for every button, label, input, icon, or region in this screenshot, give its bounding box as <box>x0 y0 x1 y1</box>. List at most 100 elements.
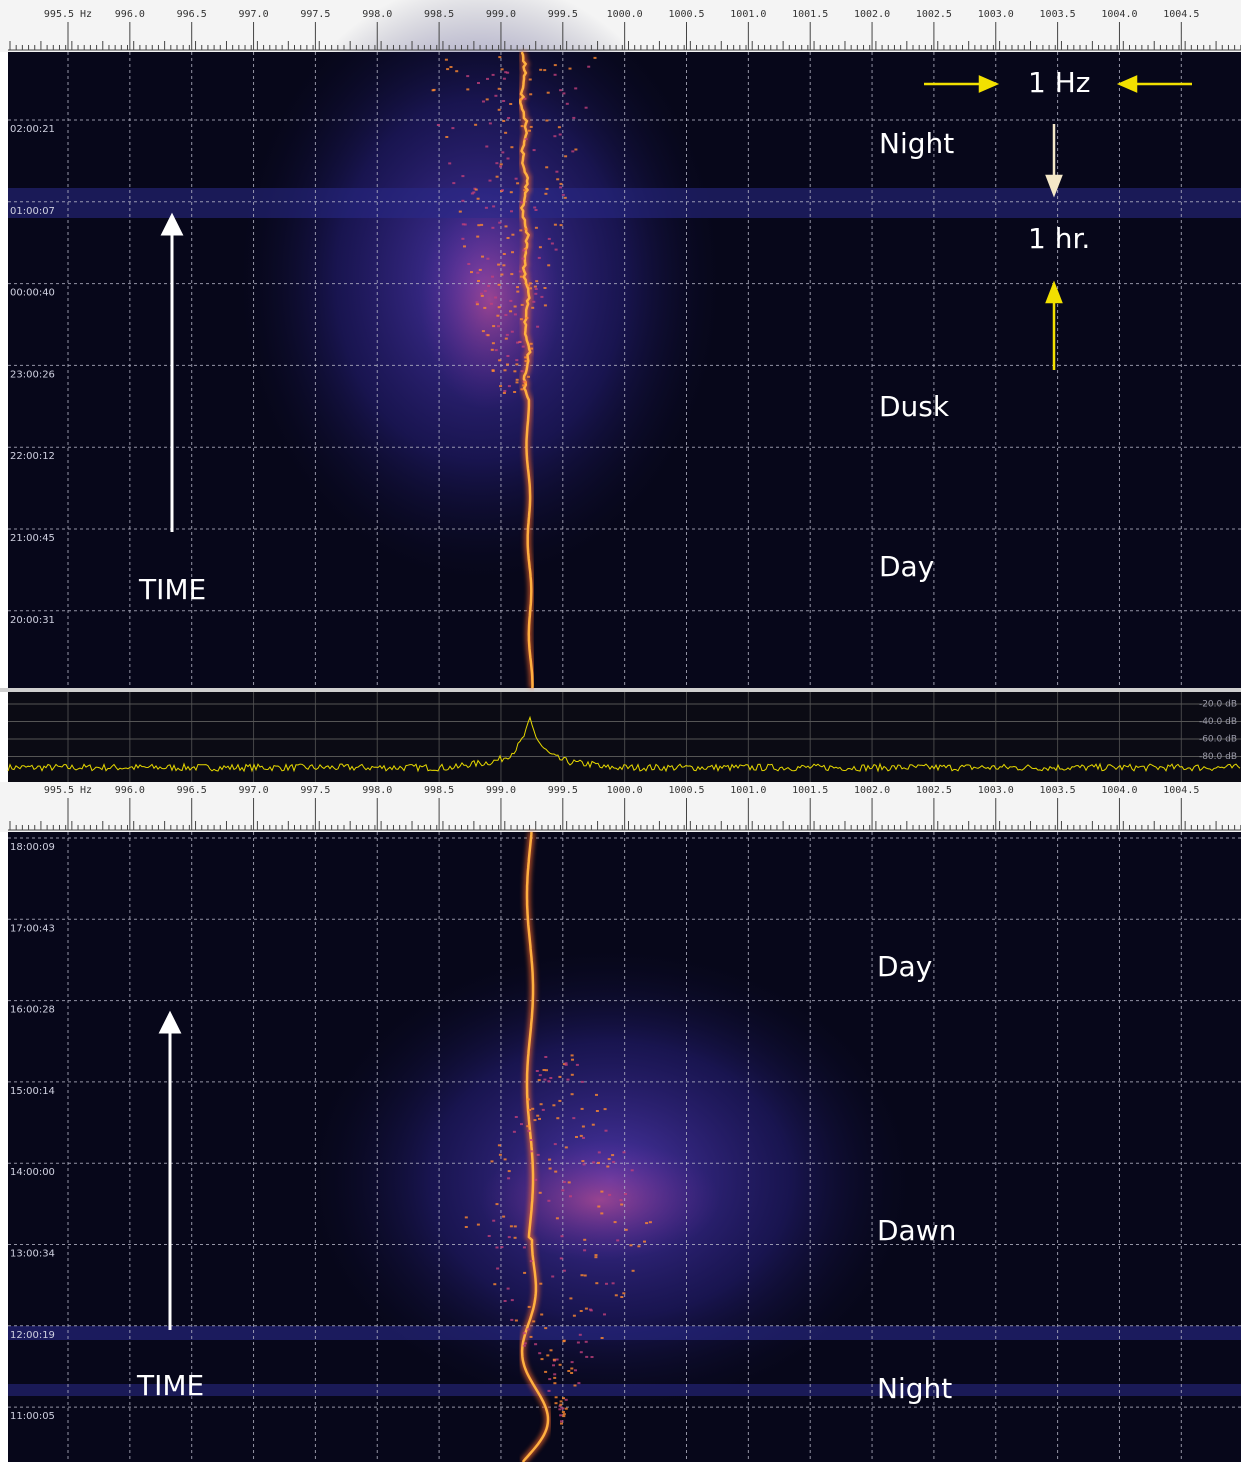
signal-speck <box>555 1217 559 1220</box>
signal-speck <box>525 316 529 319</box>
signal-speck <box>546 91 550 94</box>
signal-speck <box>557 126 561 129</box>
signal-speck <box>542 1069 546 1071</box>
signal-speck <box>561 1407 565 1410</box>
label-day: Day <box>879 550 934 583</box>
signal-speck <box>553 1143 557 1146</box>
signal-speck <box>552 1104 556 1107</box>
signal-speck <box>536 325 540 328</box>
signal-speck <box>562 92 566 95</box>
signal-speck <box>519 318 523 321</box>
signal-speck <box>544 1327 548 1330</box>
signal-speck <box>574 87 578 90</box>
signal-speck <box>624 1193 627 1195</box>
signal-speck <box>481 330 485 333</box>
signal-speck <box>575 1063 579 1066</box>
signal-speck <box>506 1287 510 1290</box>
signal-speck <box>579 1310 583 1312</box>
signal-speck <box>491 369 495 372</box>
signal-speck <box>553 64 557 67</box>
freq-label: 1002.0 <box>854 9 890 20</box>
signal-speck <box>506 363 509 366</box>
signal-speck <box>528 78 532 81</box>
signal-speck <box>514 1116 518 1118</box>
signal-speck <box>464 1216 468 1219</box>
signal-speck <box>498 221 502 224</box>
signal-speck <box>544 1370 548 1373</box>
signal-speck <box>507 385 511 388</box>
signal-speck <box>480 294 484 297</box>
signal-speck <box>503 1158 507 1161</box>
signal-speck <box>549 1349 553 1352</box>
signal-speck <box>561 1411 565 1413</box>
signal-speck <box>538 1074 542 1077</box>
time-label: 22:00:12 <box>10 451 55 462</box>
label-dusk: Dusk <box>879 390 950 423</box>
signal-speck <box>533 206 537 209</box>
signal-speck <box>444 58 448 61</box>
signal-speck <box>575 1136 578 1138</box>
time-label: 00:00:40 <box>10 288 55 299</box>
signal-speck <box>491 226 495 229</box>
signal-speck <box>551 1275 555 1278</box>
signal-speck <box>491 275 494 278</box>
signal-speck <box>603 1108 607 1111</box>
signal-speck <box>520 1123 523 1126</box>
signal-speck <box>562 1181 566 1183</box>
signal-speck <box>494 296 498 299</box>
signal-speck <box>591 1123 595 1126</box>
db-label: -80.0 dB <box>1199 752 1237 762</box>
signal-speck <box>584 1307 588 1310</box>
signal-speck <box>474 123 478 126</box>
signal-speck <box>498 56 502 59</box>
signal-speck <box>547 1199 551 1202</box>
signal-speck <box>561 1189 565 1192</box>
signal-speck <box>558 1408 562 1411</box>
signal-speck <box>613 1221 617 1224</box>
signal-speck <box>518 340 522 343</box>
freq-label: 998.5 <box>424 9 454 20</box>
signal-trace <box>519 51 534 689</box>
signal-speck <box>589 1309 593 1312</box>
signal-speck <box>593 56 597 59</box>
signal-speck <box>536 1153 540 1156</box>
signal-haze <box>420 190 560 410</box>
signal-speck <box>622 1151 626 1154</box>
freq-label: 1003.0 <box>978 9 1014 20</box>
signal-speck <box>553 1382 557 1385</box>
signal-speck <box>477 224 481 227</box>
signal-speck <box>492 325 496 328</box>
signal-speck <box>543 69 547 72</box>
signal-speck <box>520 303 524 306</box>
signal-speck <box>509 1225 513 1228</box>
signal-speck <box>560 1422 563 1425</box>
signal-speck <box>528 129 531 132</box>
freq-label: 1003.5 <box>1040 9 1076 20</box>
signal-speck <box>518 270 522 273</box>
freq-label: 1001.0 <box>730 9 766 20</box>
signal-speck <box>624 1228 628 1231</box>
time-label: 17:00:43 <box>10 923 55 934</box>
signal-speck <box>541 1108 545 1111</box>
signal-speck <box>534 292 538 295</box>
signal-speck <box>569 1297 573 1300</box>
signal-speck <box>544 192 548 195</box>
signal-speck <box>567 1181 571 1184</box>
signal-speck <box>555 1358 559 1361</box>
signal-speck <box>510 146 514 149</box>
signal-speck <box>502 1215 506 1218</box>
label-dawn: Dawn <box>877 1214 956 1247</box>
signal-speck <box>561 193 565 196</box>
signal-speck <box>504 225 508 228</box>
signal-speck <box>501 151 505 154</box>
signal-speck <box>497 1144 501 1147</box>
signal-speck <box>534 1343 538 1346</box>
signal-speck <box>587 65 591 68</box>
signal-speck <box>496 1267 500 1270</box>
signal-speck <box>509 191 513 194</box>
signal-speck <box>506 71 510 74</box>
signal-speck <box>455 70 459 73</box>
signal-speck <box>510 210 513 213</box>
signal-speck <box>487 284 491 287</box>
signal-speck <box>620 1296 624 1298</box>
